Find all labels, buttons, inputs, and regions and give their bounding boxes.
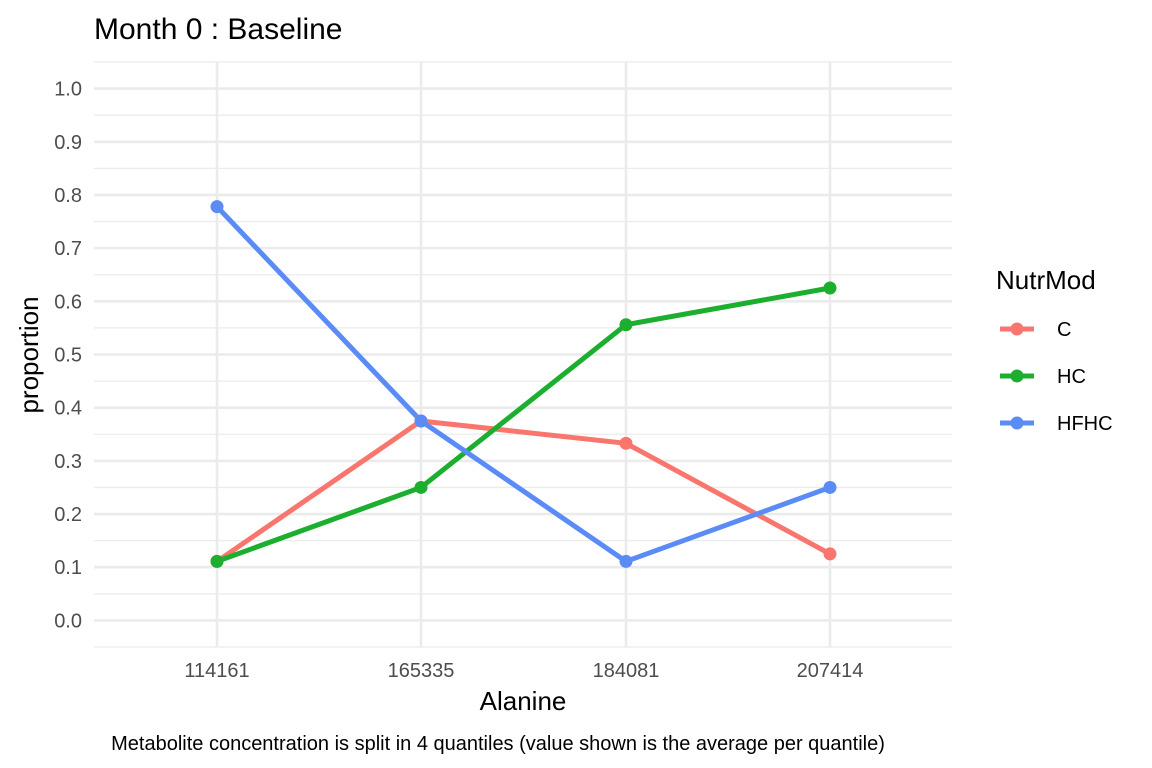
legend-label: HFHC xyxy=(1057,413,1113,435)
plot-series xyxy=(210,200,837,568)
x-tick-label: 114161 xyxy=(184,660,249,682)
data-point-hfhc xyxy=(619,554,633,568)
series-line-hc xyxy=(216,285,831,564)
legend: NutrMod C HC HFHC xyxy=(996,265,1113,435)
legend-label: HC xyxy=(1057,366,1086,388)
series-line-c xyxy=(215,418,832,564)
data-point-c xyxy=(619,436,633,450)
data-point-c xyxy=(823,547,837,561)
legend-item-c: C xyxy=(1000,319,1071,341)
x-tick-label: 184081 xyxy=(593,660,660,682)
data-point-hfhc xyxy=(823,480,837,494)
y-tick-label: 1.0 xyxy=(54,79,82,101)
y-tick-label: 0.4 xyxy=(54,398,82,420)
series-line-hfhc xyxy=(215,204,831,564)
y-axis-title: proportion xyxy=(14,296,44,413)
legend-key-point xyxy=(1010,416,1024,430)
chart-caption: Metabolite concentration is split in 4 q… xyxy=(111,733,885,755)
x-tick-label: 207414 xyxy=(797,660,864,682)
y-tick-label: 0.9 xyxy=(54,132,82,154)
chart-title: Month 0 : Baseline xyxy=(94,13,342,46)
legend-items: C HC HFHC xyxy=(1000,319,1113,435)
legend-key-point xyxy=(1010,322,1024,336)
legend-item-hc: HC xyxy=(1000,366,1086,388)
y-tick-label: 0.6 xyxy=(54,291,82,313)
data-point-hc xyxy=(210,554,224,568)
legend-key-point xyxy=(1010,369,1024,383)
y-tick-label: 0.3 xyxy=(54,451,82,473)
x-axis-title: Alanine xyxy=(480,686,567,716)
grid-lines xyxy=(94,61,952,648)
y-tick-label: 0.0 xyxy=(54,610,82,632)
y-tick-labels: 0.0 0.1 0.2 0.3 0.4 0.5 0.6 0.7 0.8 0.9 1.0 xyxy=(54,79,82,633)
y-tick-label: 0.2 xyxy=(54,504,82,526)
data-point-hc xyxy=(619,318,633,332)
x-tick-labels: 114161 165335 184081 207414 xyxy=(184,660,863,682)
y-tick-label: 0.8 xyxy=(54,185,82,207)
y-tick-label: 0.5 xyxy=(54,345,82,367)
legend-title: NutrMod xyxy=(996,265,1096,295)
data-point-hc xyxy=(823,281,837,295)
data-point-hc xyxy=(414,480,428,494)
data-point-hfhc xyxy=(414,414,428,428)
y-tick-label: 0.7 xyxy=(54,238,82,260)
legend-label: C xyxy=(1057,319,1071,341)
x-tick-label: 165335 xyxy=(388,660,455,682)
y-tick-label: 0.1 xyxy=(54,557,82,579)
legend-item-hfhc: HFHC xyxy=(1000,413,1113,435)
data-point-hfhc xyxy=(210,200,224,214)
